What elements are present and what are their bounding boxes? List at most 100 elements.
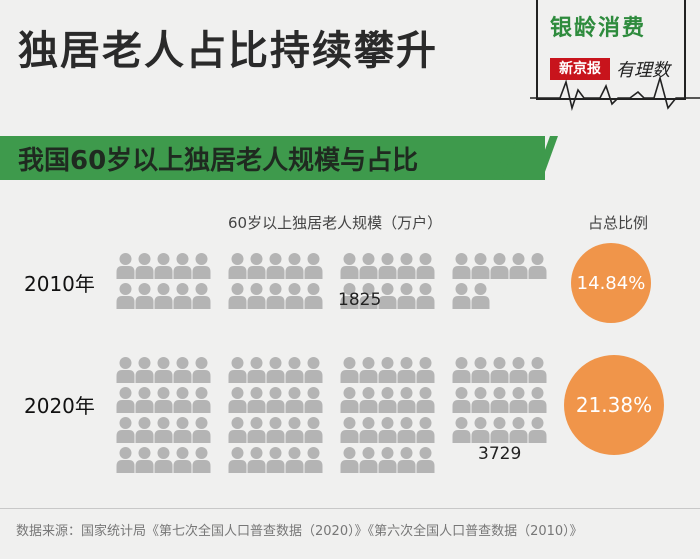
person-icon <box>266 357 285 383</box>
person-icon <box>266 387 285 413</box>
person-icon <box>490 253 509 279</box>
person-icon <box>397 253 416 279</box>
person-icon <box>509 253 528 279</box>
person-icon <box>378 283 397 309</box>
person-icon <box>247 417 266 443</box>
share-label: 14.84% <box>576 272 646 294</box>
person-icon <box>340 253 359 279</box>
person-icon <box>247 447 266 473</box>
person-icon <box>340 417 359 443</box>
person-icon <box>228 283 247 309</box>
icon-block <box>340 252 435 312</box>
person-icon <box>528 417 547 443</box>
person-icon <box>359 387 378 413</box>
person-icon <box>285 417 304 443</box>
share-label: 21.38% <box>575 393 653 417</box>
person-icon <box>471 253 490 279</box>
person-icon <box>528 253 547 279</box>
person-icon <box>359 253 378 279</box>
person-icon <box>116 253 135 279</box>
heartbeat-icon <box>530 75 700 111</box>
person-icon <box>471 357 490 383</box>
person-icon <box>340 283 359 309</box>
person-icon <box>228 387 247 413</box>
person-icon <box>135 357 154 383</box>
person-icon <box>228 417 247 443</box>
person-icon <box>266 447 285 473</box>
pictograph-2010 <box>116 252 556 332</box>
person-icon <box>397 417 416 443</box>
person-icon <box>154 387 173 413</box>
share-column-header: 占总比例 <box>588 214 649 232</box>
person-icon <box>359 283 378 309</box>
person-icon <box>528 357 547 383</box>
person-icon <box>416 283 435 309</box>
person-icon <box>416 357 435 383</box>
person-icon <box>154 357 173 383</box>
person-icon <box>304 283 323 309</box>
person-icon <box>397 447 416 473</box>
person-icon <box>135 253 154 279</box>
person-icon <box>192 357 211 383</box>
brand-logo: 银龄消费 新京报 有理数 <box>530 0 700 112</box>
person-icon <box>509 387 528 413</box>
person-icon <box>509 417 528 443</box>
person-icon <box>452 357 471 383</box>
person-icon <box>192 283 211 309</box>
person-icon <box>266 417 285 443</box>
person-icon <box>452 283 471 309</box>
person-icon <box>154 447 173 473</box>
person-icon <box>154 283 173 309</box>
person-icon <box>359 417 378 443</box>
person-icon <box>247 253 266 279</box>
person-icon <box>378 253 397 279</box>
person-icon <box>135 283 154 309</box>
person-icon <box>416 417 435 443</box>
person-icon <box>135 417 154 443</box>
person-icon <box>192 253 211 279</box>
chart-subtitle: 我国60岁以上独居老人规模与占比 <box>18 146 419 176</box>
person-icon <box>416 387 435 413</box>
pictograph-2020 <box>116 356 556 473</box>
person-icon <box>285 253 304 279</box>
person-icon <box>340 387 359 413</box>
person-icon <box>416 447 435 473</box>
person-icon <box>116 283 135 309</box>
person-icon <box>247 387 266 413</box>
person-icon <box>471 387 490 413</box>
person-icon <box>173 283 192 309</box>
person-icon <box>192 387 211 413</box>
person-icon <box>173 387 192 413</box>
person-icon <box>359 447 378 473</box>
person-icon <box>397 283 416 309</box>
person-icon <box>452 253 471 279</box>
person-icon <box>228 253 247 279</box>
person-icon <box>135 387 154 413</box>
icon-block <box>452 356 547 446</box>
brand-publisher: 新京报 <box>550 58 610 80</box>
person-icon <box>471 417 490 443</box>
person-icon <box>266 253 285 279</box>
person-icon <box>304 253 323 279</box>
data-source: 数据来源：国家统计局《第七次全国人口普查数据（2020）》《第六次全国人口普查数… <box>16 524 583 539</box>
person-icon <box>452 417 471 443</box>
person-icon <box>528 387 547 413</box>
person-icon <box>285 357 304 383</box>
share-bubble: 14.84% <box>571 243 651 323</box>
person-icon <box>416 253 435 279</box>
person-icon <box>116 357 135 383</box>
person-icon <box>285 447 304 473</box>
icon-block <box>116 252 211 312</box>
person-icon <box>285 283 304 309</box>
person-icon <box>173 253 192 279</box>
person-icon <box>340 447 359 473</box>
person-icon <box>304 357 323 383</box>
person-icon <box>490 357 509 383</box>
person-icon <box>452 387 471 413</box>
person-icon <box>285 387 304 413</box>
person-icon <box>378 387 397 413</box>
person-icon <box>154 417 173 443</box>
icon-block <box>340 356 435 476</box>
icon-block <box>228 356 323 476</box>
banner-stripes <box>494 136 558 180</box>
